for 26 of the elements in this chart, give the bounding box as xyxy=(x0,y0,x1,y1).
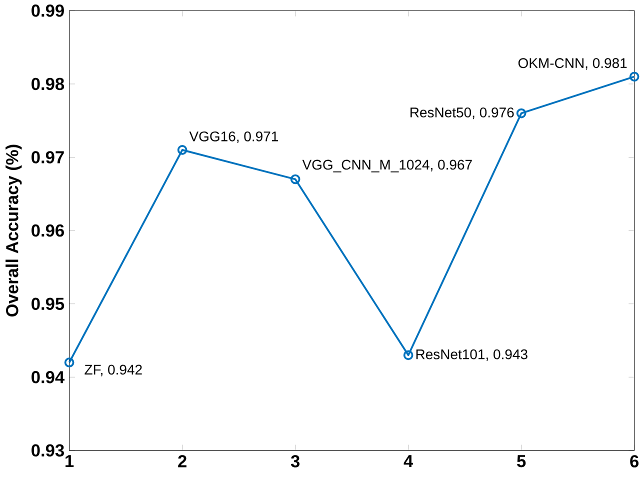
x-tick-label: 3 xyxy=(290,455,300,468)
x-tick-label: 1 xyxy=(66,455,74,468)
annotation: ResNet50, 0.976 xyxy=(410,108,514,120)
point xyxy=(290,174,300,184)
x-tick-label: 5 xyxy=(517,455,526,468)
y-tick-label: 0.98 xyxy=(32,78,64,90)
point xyxy=(64,358,74,368)
annotation: VGG16, 0.971 xyxy=(189,132,278,144)
point xyxy=(516,108,526,118)
annotation: VGG_CNN_M_1024, 0.967 xyxy=(302,160,472,172)
x-tick-label: 2 xyxy=(178,455,186,468)
x-tick-label: 4 xyxy=(404,455,414,468)
y-tick-label: 0.96 xyxy=(32,224,64,237)
y-tick-label: 0.94 xyxy=(32,371,65,384)
annotation: ZF, 0.942 xyxy=(84,364,142,376)
annotation: OKM-CNN, 0.981 xyxy=(518,58,627,70)
point xyxy=(177,145,188,155)
y-tick-label: 0.93 xyxy=(32,444,64,457)
y-axis-title: Overall Accuracy (%) xyxy=(6,144,22,317)
point xyxy=(629,72,640,82)
y-tick-label: 0.97 xyxy=(32,151,64,164)
annotation: ResNet101, 0.943 xyxy=(416,350,528,362)
point xyxy=(403,350,414,360)
y-tick-label: 0.95 xyxy=(32,298,64,310)
y-tick-label: 0.99 xyxy=(32,4,64,17)
x-tick-label: 6 xyxy=(630,455,639,468)
